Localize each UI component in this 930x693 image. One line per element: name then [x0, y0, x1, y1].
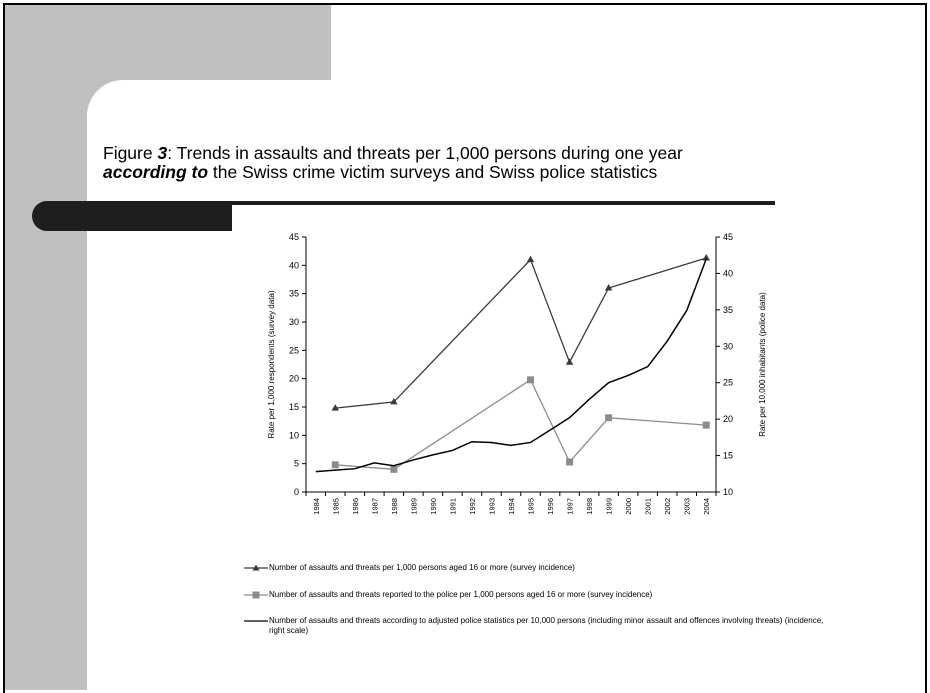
y-right-tick-label: 45 [723, 232, 733, 242]
y-left-tick-label: 5 [294, 459, 299, 469]
data-point-triangle [390, 397, 398, 405]
title-line-2: according to the Swiss crime victim surv… [103, 163, 863, 182]
y-left-tick-label: 25 [289, 345, 299, 355]
y-left-tick-label: 15 [289, 402, 299, 412]
data-point-triangle [604, 284, 613, 291]
x-tick-label: 1986 [351, 498, 360, 515]
decor-top-block [5, 5, 331, 80]
x-tick-label: 1988 [390, 498, 399, 515]
x-tick-label: 2004 [702, 498, 711, 515]
y-right-tick-label: 10 [723, 487, 733, 497]
y-right-tick-label: 35 [723, 305, 733, 315]
x-tick-label: 1989 [409, 498, 418, 515]
x-tick-label: 1997 [566, 498, 575, 515]
decor-side-block [5, 80, 87, 690]
title-prefix: Figure [103, 143, 158, 163]
y-axis-left-title: Rate per 1,000 respondents (survey data) [267, 290, 276, 438]
series-line-2 [335, 378, 707, 470]
y-left-tick-label: 35 [289, 289, 299, 299]
y-left-tick-label: 40 [289, 260, 299, 270]
title-rest-2: the Swiss crime victim surveys and Swiss… [208, 162, 658, 182]
y-left-tick-label: 30 [289, 317, 299, 327]
x-tick-label: 1993 [487, 498, 496, 515]
title-emphasis: according to [103, 162, 209, 182]
x-tick-label: 1990 [429, 498, 438, 515]
y-left-tick-label: 20 [289, 374, 299, 384]
x-tick-label: 1991 [448, 498, 457, 515]
y-left-tick-label: 0 [294, 487, 299, 497]
figure-number: 3 [157, 143, 168, 163]
x-tick-label: 1996 [546, 498, 555, 515]
y-right-tick-label: 20 [723, 414, 733, 424]
legend-label-1: Number of assaults and threats per 1,000… [269, 563, 575, 572]
y-right-tick-label: 30 [723, 341, 733, 351]
x-tick-label: 1992 [468, 498, 477, 515]
data-point-square [702, 421, 710, 429]
data-point-square [566, 458, 574, 466]
title-rule [232, 201, 775, 205]
title-rest-1: : Trends in assaults and threats per 1,0… [167, 143, 683, 163]
legend-label-2: Number of assaults and threats reported … [269, 590, 653, 599]
legend-marker-triangle [244, 564, 268, 571]
slide-frame [3, 3, 927, 693]
y-right-tick-label: 25 [723, 378, 733, 388]
y-axis-right-title: Rate per 10,000 inhabitants (police data… [758, 292, 767, 437]
series-line-1 [335, 257, 707, 409]
x-tick-label: 2002 [663, 498, 672, 515]
legend-label-3: Number of assaults and threats according… [269, 616, 824, 635]
title-bar-pill [32, 201, 232, 231]
data-point-triangle [331, 404, 339, 411]
x-tick-label: 1999 [605, 498, 614, 515]
x-tick-label: 2000 [624, 498, 633, 515]
x-tick-label: 1987 [370, 498, 379, 515]
y-right-tick-label: 15 [723, 451, 733, 461]
y-left-tick-label: 10 [289, 430, 299, 440]
content-panel [87, 80, 925, 690]
y-left-tick-label: 45 [289, 232, 299, 242]
title-line-1: Figure 3: Trends in assaults and threats… [103, 144, 863, 163]
y-right-tick-label: 40 [723, 268, 733, 278]
data-point-square [527, 376, 535, 384]
x-tick-label: 1994 [507, 498, 516, 515]
x-tick-label: 2001 [644, 498, 653, 515]
x-tick-label: 1984 [312, 498, 321, 515]
data-point-square [390, 465, 398, 473]
data-point-triangle [702, 253, 710, 261]
data-point-square [331, 461, 339, 469]
x-tick-label: 1998 [585, 498, 594, 515]
data-point-square [605, 414, 613, 422]
x-tick-label: 1985 [331, 498, 340, 515]
data-point-triangle [526, 255, 535, 263]
x-tick-label: 2003 [683, 498, 692, 515]
figure-title: Figure 3: Trends in assaults and threats… [103, 144, 863, 182]
x-tick-label: 1995 [527, 498, 536, 515]
data-point-triangle [565, 358, 574, 365]
legend-marker-square [244, 591, 268, 599]
legend-marker-line [244, 620, 268, 622]
series-line-3 [315, 258, 707, 473]
